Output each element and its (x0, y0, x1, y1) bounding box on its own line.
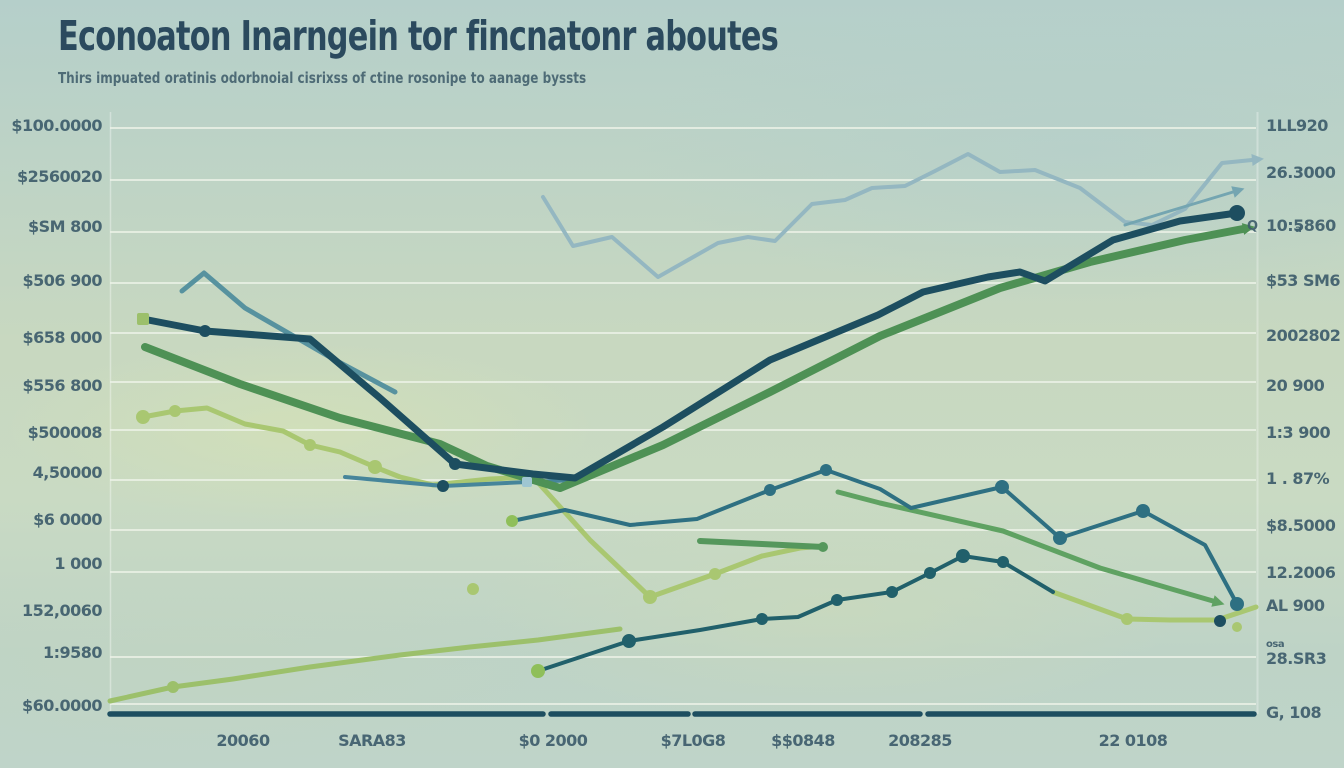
y-axis-label-right: 1LL920 (1266, 116, 1328, 135)
y-axis-label-right: $53 SM6 (1266, 271, 1340, 290)
series-upper-teal-dot (995, 480, 1009, 494)
series-olive-markers-dot (709, 568, 721, 580)
marker-dot (437, 480, 449, 492)
y-axis-label-right: $8.5000 (1266, 516, 1336, 535)
series-olive-markers-dot (643, 590, 657, 604)
y-axis-label-left: $556 800 (23, 376, 103, 395)
series-teal-low-dot (997, 556, 1009, 568)
page-title: Econoaton Inarngein tor fincnatonr about… (58, 12, 779, 60)
series-upper-teal-dot (1136, 504, 1150, 518)
series-olive-markers-dot (136, 410, 150, 424)
y-axis-label-left: $506 900 (23, 271, 103, 290)
y-axis-label-left: $500008 (28, 423, 103, 442)
series-olive-markers-dot (304, 439, 316, 451)
series-skyline-arrowhead (1251, 154, 1264, 166)
page-subtitle: Thirs impuated oratinis odorbnoial cisri… (58, 69, 587, 87)
series-olive-bottom (107, 626, 623, 704)
chart-annotation: Q (1247, 219, 1258, 234)
x-axis-label: $7L0G8 (661, 731, 726, 750)
y-axis-label-left: $SM 800 (28, 217, 102, 236)
marker-square (522, 477, 532, 487)
y-axis-label-right: 26.3000 (1266, 163, 1336, 182)
x-axis-label: SARA83 (338, 731, 406, 750)
series-teal-low (536, 554, 1055, 673)
series-olive-markers-dot (169, 405, 181, 417)
y-axis-label-right: 2002802 (1266, 326, 1340, 345)
y-axis-label-right: AL 900 (1266, 596, 1325, 615)
y-axis-label-left: 152,0060 (22, 601, 102, 620)
y-axis-label-left: 1 000 (54, 554, 102, 573)
series-olive-bottom-dot (167, 681, 179, 693)
series-green-descent (835, 489, 1216, 604)
y-axis-label-left: $100.0000 (11, 116, 102, 135)
series-olive-markers (140, 405, 826, 600)
marker-dot (531, 664, 545, 678)
series-green-flat (697, 538, 826, 550)
y-axis-label-left: $658 000 (23, 328, 103, 347)
marker-dot (1232, 622, 1242, 632)
x-axis-label: 20060 (216, 731, 270, 750)
x-axis-label: $$0848 (771, 731, 835, 750)
y-axis-label-right: 20 900 (1266, 376, 1325, 395)
series-upper-teal-dot (1230, 597, 1244, 611)
y-axis-label-left: $2560020 (17, 167, 102, 186)
series-green-main-arrowhead (1241, 223, 1255, 235)
series-teal-low-dot (956, 549, 970, 563)
series-teal-low-dot (831, 594, 843, 606)
series-navy-main-dot (449, 458, 461, 470)
chart-annotation: a (1295, 224, 1301, 235)
series-upper-teal-dot (1053, 531, 1067, 545)
x-axis-label: 208285 (888, 731, 952, 750)
y-axis-label-right: 12.2006 (1266, 563, 1336, 582)
y-axis-label-left: 1:9580 (43, 643, 102, 662)
series-upper-teal-dot (820, 464, 832, 476)
y-axis-label-right: osa (1266, 639, 1284, 650)
chart-header: Econoaton Inarngein tor fincnatonr about… (58, 12, 1031, 87)
x-axis-label: $0 2000 (519, 731, 588, 750)
series-navy-main (139, 209, 1241, 482)
series-upper-teal-dot (764, 484, 776, 496)
marker-dot (1214, 615, 1226, 627)
series-olive-tail-dot (1121, 613, 1133, 625)
series-olive-markers-dot (368, 460, 382, 474)
y-axis-label-right: G, 108 (1266, 703, 1322, 722)
y-axis-label-left: 4,50000 (33, 463, 103, 482)
marker-dot (467, 583, 479, 595)
series-green-flat-dot (818, 542, 828, 552)
series-teal-low-dot (886, 586, 898, 598)
y-axis-label-right: 1:3 900 (1266, 423, 1331, 442)
marker-dot (506, 515, 518, 527)
series-olive-tail (1050, 589, 1259, 623)
series-green-descent-arrowhead (1211, 595, 1225, 607)
x-axis-label: 22 0108 (1099, 731, 1168, 750)
marker-square (137, 313, 149, 325)
series-teal-flat (343, 475, 580, 488)
y-axis-label-left: $6 0000 (33, 510, 102, 529)
series-teal-tail-arrowhead (1231, 186, 1245, 198)
series-navy-main-dot (199, 325, 211, 337)
series-navy-main-dot (1229, 205, 1245, 221)
series-green-main (141, 225, 1247, 492)
y-axis-label-right: 28.SR3 (1266, 649, 1326, 668)
y-axis-label-right: 1 . 87% (1266, 469, 1330, 488)
series-teal-low-dot (924, 567, 936, 579)
series-skyline (541, 152, 1254, 279)
series-teal-low-dot (756, 613, 768, 625)
series-upper-teal (510, 468, 1239, 606)
y-axis-label-right: 10:5860 (1266, 216, 1336, 235)
series-teal-low-dot (622, 634, 636, 648)
series-teal-tail (1123, 190, 1235, 227)
y-axis-label-left: $60.0000 (22, 696, 102, 715)
